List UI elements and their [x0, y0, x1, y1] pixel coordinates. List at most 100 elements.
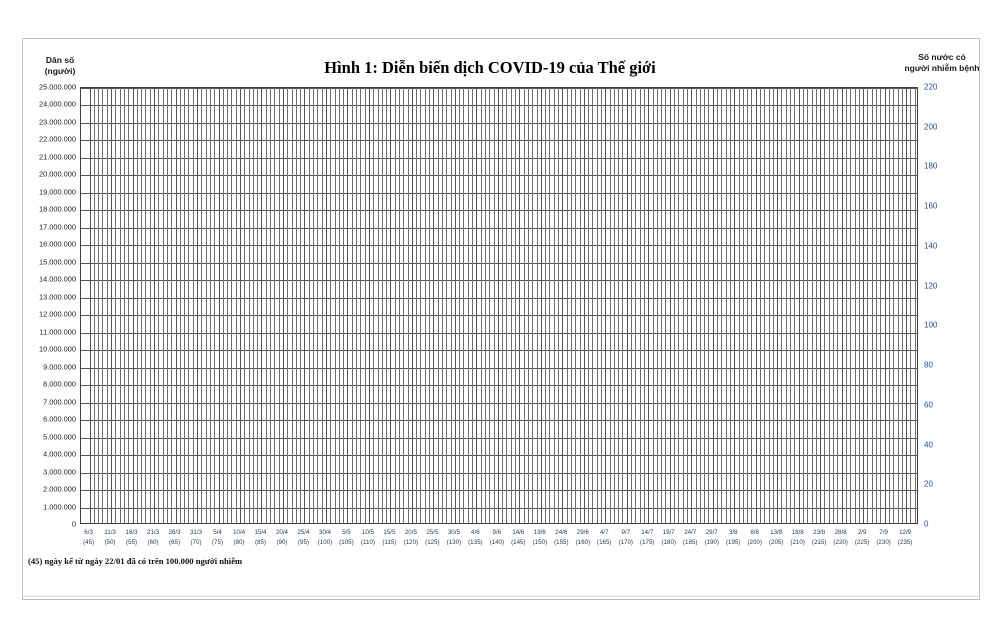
x-axis-tick-label: 11/3 (50) [104, 529, 116, 546]
gridline-vertical [416, 88, 418, 523]
y-axis-tick-label: 23.000.000 [39, 117, 76, 127]
gridline-vertical [175, 88, 177, 523]
gridline-vertical [824, 88, 826, 523]
secondary-y-axis-tick-label: 40 [924, 440, 933, 450]
gridline-vertical [467, 88, 469, 523]
gridline-vertical [747, 88, 749, 523]
series-layer [80, 87, 918, 524]
gridline-vertical [643, 88, 645, 523]
gridline-vertical [102, 88, 104, 523]
gridline-vertical [751, 88, 753, 523]
gridline-vertical [506, 88, 508, 523]
secondary-y-axis-tick-label: 80 [924, 360, 933, 370]
gridline-vertical [785, 88, 787, 523]
gridline-vertical [790, 88, 792, 523]
gridline-vertical [295, 88, 297, 523]
x-axis-tick-label: 15/5 (115) [382, 529, 397, 546]
gridline-vertical [858, 88, 860, 523]
gridline-horizontal [81, 192, 917, 194]
x-axis-tick-label: 7/9 (230) [876, 529, 891, 546]
gridline-horizontal [81, 105, 917, 107]
gridline-vertical [768, 88, 770, 523]
gridline-vertical [454, 88, 456, 523]
gridline-horizontal [81, 157, 917, 159]
gridline-vertical [600, 88, 602, 523]
x-axis-tick-label: 25/4 (95) [297, 529, 310, 546]
y-axis-tick-label: 10.000.000 [39, 344, 76, 354]
gridline-vertical [205, 88, 207, 523]
gridline-vertical [347, 88, 349, 523]
gridline-vertical [274, 88, 276, 523]
y-axis-tick-label: 14.000.000 [39, 274, 76, 284]
gridline-vertical [656, 88, 658, 523]
gridline-horizontal [81, 175, 917, 177]
gridline-vertical [764, 88, 766, 523]
gridline-vertical [815, 88, 817, 523]
gridline-vertical [510, 88, 512, 523]
gridline-vertical [201, 88, 203, 523]
x-axis-ticks: 6/3 (45) 11/3 (50) 16/3 (55) 21/3 (60) 26/3 (65) 3… [80, 528, 918, 552]
gridline-vertical [390, 88, 392, 523]
secondary-y-axis-tick-label: 120 [924, 281, 938, 291]
gridline-vertical [158, 88, 160, 523]
gridline-vertical [489, 88, 491, 523]
gridline-vertical [686, 88, 688, 523]
gridline-vertical [841, 88, 843, 523]
gridline-vertical [721, 88, 723, 523]
y-axis-tick-label: 15.000.000 [39, 257, 76, 267]
gridline-horizontal [81, 490, 917, 492]
gridline-vertical [373, 88, 375, 523]
gridline-horizontal [81, 297, 917, 299]
gridline-vertical [149, 88, 151, 523]
gridline-vertical [381, 88, 383, 523]
y-axis-tick-label: 20.000.000 [39, 169, 76, 179]
x-axis-tick-label: 24/7 (185) [683, 529, 698, 546]
gridline-horizontal [81, 227, 917, 229]
y-axis-tick-label: 19.000.000 [39, 187, 76, 197]
gridline-horizontal [81, 385, 917, 387]
gridline-vertical [575, 88, 577, 523]
gridline-vertical [368, 88, 370, 523]
gridline-vertical [712, 88, 714, 523]
gridline-vertical [162, 88, 164, 523]
gridline-vertical [609, 88, 611, 523]
y-axis-ticks: 25.000.000 24.000.000 23.000.000 22.000.000… [0, 83, 76, 529]
gridline-vertical [128, 88, 130, 523]
gridline-vertical [132, 88, 134, 523]
secondary-y-axis-tick-label: 60 [924, 400, 933, 410]
y-axis-tick-label: 17.000.000 [39, 222, 76, 232]
x-axis-tick-label: 14/6 (145) [511, 529, 526, 546]
x-axis-tick-label: 20/5 (120) [403, 529, 419, 546]
gridline-vertical [648, 88, 650, 523]
secondary-y-axis-tick-label: 100 [924, 320, 938, 330]
gridline-vertical [704, 88, 706, 523]
gridline-vertical [278, 88, 280, 523]
x-axis-tick-label: 29/6 (160) [575, 529, 591, 546]
gridline-horizontal [81, 315, 917, 317]
gridline-vertical [837, 88, 839, 523]
gridline-vertical [588, 88, 590, 523]
gridline-vertical [141, 88, 143, 523]
gridline-vertical [321, 88, 323, 523]
gridline-vertical [287, 88, 289, 523]
gridline-vertical [515, 88, 517, 523]
gridline-vertical [811, 88, 813, 523]
x-axis-tick-label: 26/3 (65) [168, 529, 181, 546]
gridline-horizontal [81, 140, 917, 142]
secondary-y-axis-title-line2: người nhiễm bệnh [904, 62, 980, 73]
gridline-vertical [639, 88, 641, 523]
gridline-vertical [484, 88, 486, 523]
x-axis-tick-label: 4/7 (165) [597, 529, 612, 546]
y-axis-tick-label: 7.000.000 [43, 397, 76, 407]
gridline-vertical [231, 88, 233, 523]
y-axis-tick-label: 22.000.000 [39, 134, 76, 144]
gridline-vertical [351, 88, 353, 523]
gridline-vertical [545, 88, 547, 523]
gridline-vertical [325, 88, 327, 523]
y-axis-tick-label: 2.000.000 [43, 484, 76, 494]
gridline-vertical [596, 88, 598, 523]
gridline-vertical [519, 88, 521, 523]
y-axis-title-line2: (người) [44, 65, 76, 76]
gridline-horizontal [81, 245, 917, 247]
x-axis-tick-label: 9/7 (170) [618, 529, 633, 546]
